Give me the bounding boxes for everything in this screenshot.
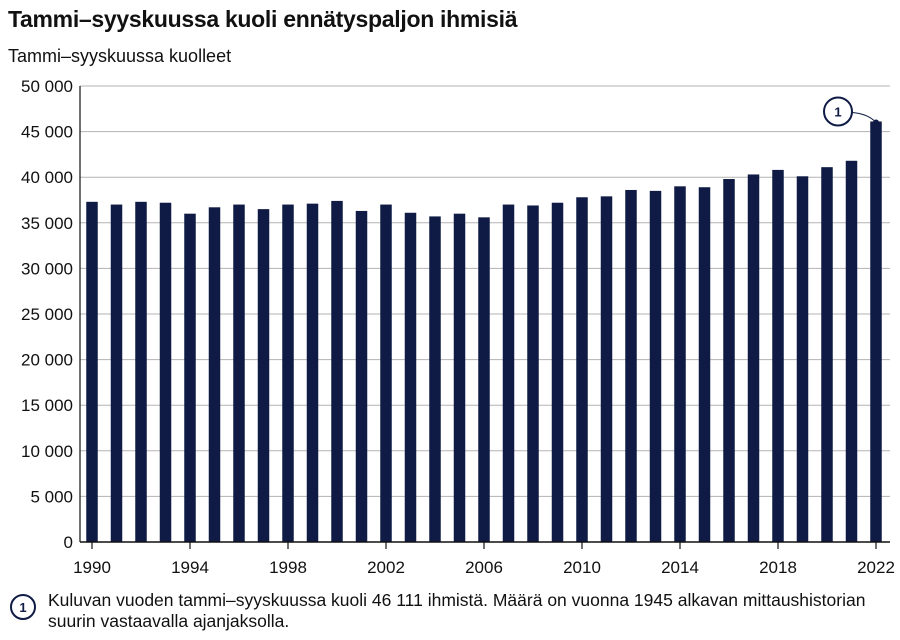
x-tick-label: 2010: [563, 558, 601, 577]
y-tick-label: 25 000: [21, 305, 73, 324]
bar-2003: [404, 212, 417, 542]
bar-2007: [502, 204, 515, 542]
bars: [86, 121, 882, 543]
bar-1993: [159, 202, 172, 542]
y-axis-label: Tammi–syyskuussa kuolleet: [8, 46, 232, 66]
x-tick-label: 2022: [857, 558, 895, 577]
bar-2017: [747, 174, 760, 543]
bar-2000: [331, 200, 343, 543]
bar-2015: [698, 187, 711, 542]
y-tick-label: 50 000: [21, 77, 73, 96]
bar-2018: [772, 169, 784, 543]
x-tick-labels: 1990 1994 1998 2002 2006 2010 2014 2018 2022: [73, 542, 895, 577]
bar-1992: [135, 201, 147, 542]
x-tick-label: 2018: [759, 558, 797, 577]
x-tick-label: 2014: [661, 558, 699, 577]
annotation-badge: [823, 96, 853, 127]
bar-2004: [429, 216, 441, 542]
bar-2021: [845, 160, 858, 542]
bar-2012: [625, 189, 637, 542]
x-tick-label: 1998: [269, 558, 307, 577]
bar-2014: [674, 186, 686, 542]
y-tick-label: 45 000: [21, 123, 73, 142]
bar-1996: [233, 204, 245, 542]
bar-2002: [380, 204, 392, 542]
bar-2016: [723, 179, 735, 543]
y-tick-label: 30 000: [21, 259, 73, 278]
x-tick-label: 1994: [171, 558, 209, 577]
y-tick-label: 15 000: [21, 396, 73, 415]
y-tick-label: 20 000: [21, 351, 73, 370]
bar-1991: [110, 204, 123, 542]
footnote-badge: 1: [10, 594, 36, 620]
footnote: 1 Kuluvan vuoden tammi–syyskuussa kuoli …: [10, 590, 868, 632]
axes: [79, 86, 890, 543]
bar-2006: [478, 217, 490, 542]
annotation: 1: [823, 96, 879, 127]
annotation-badge-label: 1: [834, 104, 841, 119]
bar-2009: [551, 202, 564, 542]
bar-1998: [282, 204, 294, 542]
x-tick-label: 2006: [465, 558, 503, 577]
bar-2010: [576, 197, 588, 542]
y-tick-label: 5 000: [30, 487, 73, 506]
bar-1995: [208, 207, 221, 542]
y-tick-labels: 0 5 000 10 000 15 000 20 000 25 000 30 000 35 0…: [21, 77, 73, 552]
bar-2005: [453, 213, 466, 542]
annotation-leader: [851, 111, 875, 121]
y-tick-label: 35 000: [21, 214, 73, 233]
y-tick-label: 10 000: [21, 442, 73, 461]
bar-1997: [257, 209, 270, 542]
bar-2001: [355, 210, 368, 542]
y-tick-label: 40 000: [21, 168, 73, 187]
bar-2019: [796, 176, 809, 542]
bar-1999: [306, 203, 319, 542]
bar-2022: [870, 121, 882, 542]
bar-2011: [600, 196, 613, 543]
bar-2013: [649, 190, 662, 542]
footnote-text: Kuluvan vuoden tammi–syyskuussa kuoli 46…: [48, 590, 866, 631]
bar-2008: [527, 205, 539, 543]
bar-1990: [86, 201, 98, 542]
y-tick-label: 0: [64, 533, 73, 552]
chart-title: Tammi–syyskuussa kuoli ennätyspaljon ihm…: [8, 6, 518, 32]
annotation-dot: [873, 119, 879, 126]
bar-1994: [184, 213, 196, 542]
x-tick-label: 1990: [73, 558, 111, 577]
x-tick-label: 2002: [367, 558, 405, 577]
bar-2020: [821, 167, 833, 542]
